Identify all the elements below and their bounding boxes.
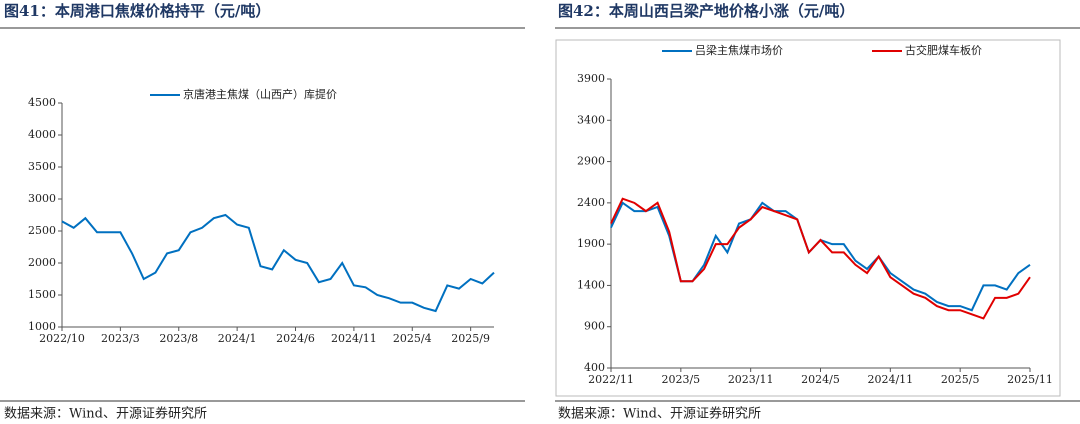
x-tick-label: 2025/5 — [941, 373, 980, 386]
y-tick-label: 2400 — [577, 196, 605, 209]
series-line — [610, 201, 1031, 312]
source: 数据来源：Wind、开源证券研究所 — [558, 406, 761, 422]
x-tick-label: 2025/4 — [393, 332, 432, 345]
y-tick-label: 4500 — [28, 96, 56, 109]
figure-title: 图42：本周山西吕梁产地价格小涨（元/吨） — [558, 2, 854, 20]
figure-title: 图41：本周港口焦煤价格持平（元/吨） — [4, 2, 270, 20]
y-tick-label: 2000 — [28, 256, 56, 269]
y-tick-label: 3500 — [28, 160, 56, 173]
x-tick-label: 2024/11 — [331, 332, 377, 345]
legend-label: 吕梁主焦煤市场价 — [695, 43, 783, 57]
legend-label: 古交肥煤车板价 — [905, 43, 982, 57]
x-tick-label: 2023/5 — [661, 373, 700, 386]
x-tick-label: 2024/11 — [867, 373, 913, 386]
x-tick-label: 2023/11 — [728, 373, 774, 386]
source: 数据来源：Wind、开源证券研究所 — [4, 406, 207, 422]
series-line — [610, 197, 1031, 320]
y-tick-label: 1900 — [577, 237, 605, 250]
x-tick-label: 2024/5 — [801, 373, 840, 386]
y-tick-label: 3000 — [28, 192, 56, 205]
y-tick-label: 1000 — [28, 320, 56, 333]
y-tick-label: 3400 — [577, 113, 605, 126]
x-tick-label: 2024/6 — [276, 332, 315, 345]
y-tick-label: 1500 — [28, 288, 56, 301]
x-tick-label: 2023/3 — [101, 332, 140, 345]
y-tick-label: 2900 — [577, 155, 605, 168]
y-tick-label: 900 — [584, 320, 605, 333]
legend-label: 京唐港主焦煤（山西产）库提价 — [183, 87, 337, 101]
x-tick-label: 2024/1 — [218, 332, 257, 345]
y-tick-label: 4000 — [28, 128, 56, 141]
y-tick-label: 1400 — [577, 278, 605, 291]
series-line — [61, 213, 495, 313]
x-tick-label: 2022/11 — [588, 373, 634, 386]
y-tick-label: 3900 — [577, 72, 605, 85]
chart-frame — [555, 39, 1061, 397]
x-tick-label: 2025/11 — [1007, 373, 1053, 386]
y-tick-label: 400 — [584, 361, 605, 374]
x-tick-label: 2022/10 — [39, 332, 85, 345]
x-tick-label: 2025/9 — [451, 332, 490, 345]
y-tick-label: 2500 — [28, 224, 56, 237]
x-tick-label: 2023/8 — [159, 332, 198, 345]
